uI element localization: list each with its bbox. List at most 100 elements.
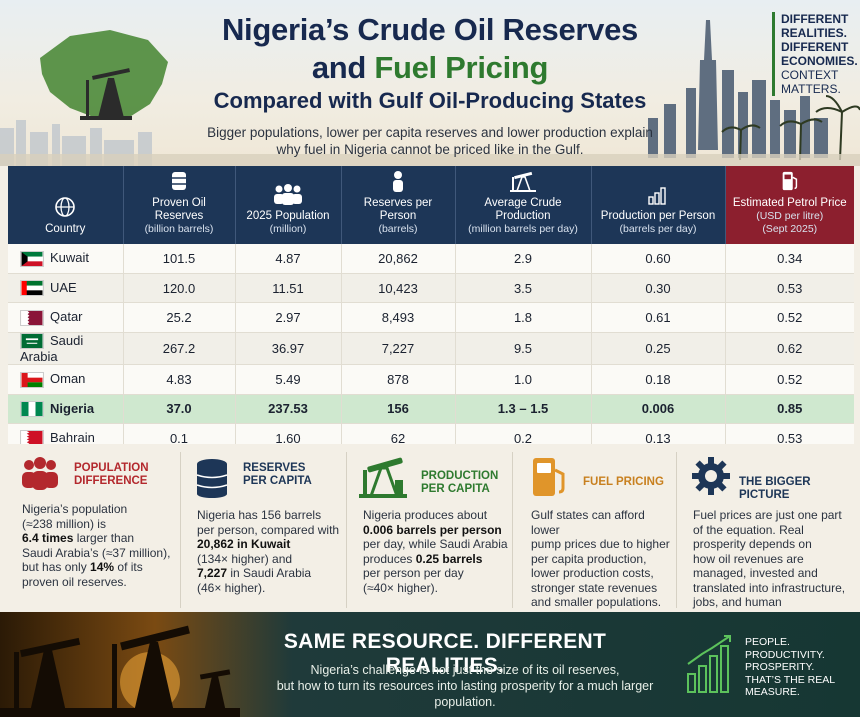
pumpjack-icon xyxy=(510,171,536,192)
table-row-nigeria: Nigeria 37.0 237.53 156 1.3 – 1.5 0.006 … xyxy=(8,394,854,425)
tagline: DIFFERENT REALITIES. DIFFERENT ECONOMIES… xyxy=(772,12,858,96)
country-name: Bahrain xyxy=(50,429,95,445)
country-name: Oman xyxy=(50,371,86,387)
country-cell: Qatar xyxy=(8,302,124,333)
header-label: Country xyxy=(45,223,86,235)
price-cell: 0.52 xyxy=(725,302,854,333)
panel-text-line: translated into infrastructure, xyxy=(693,580,846,595)
country-cell: Saudi Arabia xyxy=(8,332,124,366)
highlight-text: 6.4 times xyxy=(22,531,74,545)
panel-title-line: FUEL PRICING xyxy=(583,476,664,488)
gear-icon xyxy=(692,457,730,495)
panel-title-line: RESERVES xyxy=(243,462,306,474)
panel-title-line: POPULATION xyxy=(74,462,149,474)
population-cell: 237.53 xyxy=(235,394,342,425)
panel-text-line: Nigeria has 156 barrels xyxy=(197,508,322,522)
barrels-icon xyxy=(172,172,186,190)
panel-text-line: but has only 14% of its xyxy=(22,560,182,575)
footer-slogan: PEOPLE. PRODUCTIVITY. PROSPERITY. THAT’S… xyxy=(745,636,855,699)
production-cell: 1.0 xyxy=(455,364,592,395)
header-background xyxy=(0,20,860,166)
header-unit: (million) xyxy=(269,223,307,235)
barrels-icon xyxy=(196,459,228,498)
panel-text-line: Nigeria produces about xyxy=(363,508,488,522)
panel-text-line: Gulf states can afford lower xyxy=(531,508,645,537)
header-reserves-per-person: Reserves per Person (barrels) xyxy=(341,166,456,244)
panel-text-line: produces 0.25 barrels xyxy=(363,552,513,567)
tagline-line: MATTERS. xyxy=(781,82,841,96)
header-label: 2025 Population xyxy=(246,210,330,222)
pumpjack-icon xyxy=(80,68,132,120)
panel-text-span: of its xyxy=(114,560,143,574)
panel-text-line: 0.006 barrels per person xyxy=(363,523,513,538)
table-header-row: Country Proven Oil Reserves (billion bar… xyxy=(8,166,854,244)
panel-text: Fuel prices are just one part of the equ… xyxy=(693,508,857,624)
tagline-line: CONTEXT xyxy=(781,68,839,82)
panel-text-span: larger than xyxy=(73,531,135,545)
panel-title: THE BIGGER PICTURE xyxy=(739,476,856,502)
panel-text: Gulf states can afford lower pump prices… xyxy=(531,508,673,610)
per-person-cell: 156 xyxy=(341,394,456,425)
comparison-table: Country Proven Oil Reserves (billion bar… xyxy=(8,166,854,454)
production-cell: 1.8 xyxy=(455,302,592,333)
tagline-line: DIFFERENT xyxy=(781,40,849,54)
slogan-line: PEOPLE. xyxy=(745,636,790,648)
panel-title: FUEL PRICING xyxy=(583,476,664,489)
footer-title: SAME RESOURCE. DIFFERENT REALITIES. xyxy=(283,630,607,677)
header-label: Production per Person xyxy=(600,210,716,222)
population-cell: 2.97 xyxy=(235,302,342,333)
per-person-cell: 8,493 xyxy=(341,302,456,333)
panel-title-line: DIFFERENCE xyxy=(74,475,148,487)
reserves-cell: 25.2 xyxy=(123,302,236,333)
production-cell: 9.5 xyxy=(455,332,592,366)
header-population: 2025 Population (million) xyxy=(235,166,342,244)
panel-text-line: and smaller populations. xyxy=(531,595,662,609)
panel-population-difference: POPULATION DIFFERENCE Nigeria’s populati… xyxy=(14,452,174,608)
population-cell: 4.87 xyxy=(235,244,342,274)
panel-title-line: THE BIGGER PICTURE xyxy=(739,476,811,501)
price-cell: 0.62 xyxy=(725,332,854,366)
price-cell: 0.85 xyxy=(725,394,854,425)
header-unit: (million barrels per day) xyxy=(468,223,578,235)
footer-banner: SAME RESOURCE. DIFFERENT REALITIES. Nige… xyxy=(0,612,860,717)
population-cell: 36.97 xyxy=(235,332,342,366)
fuel-pump-icon xyxy=(533,458,565,496)
reserves-cell: 101.5 xyxy=(123,244,236,274)
panel-text-line: per day, while Saudi Arabia xyxy=(363,537,508,551)
panel-title: POPULATION DIFFERENCE xyxy=(74,462,149,488)
population-cell: 11.51 xyxy=(235,273,342,304)
panel-title: PRODUCTION PER CAPITA xyxy=(421,470,498,496)
panel-text-line: 6.4 times larger than xyxy=(22,531,182,546)
country-cell: Kuwait xyxy=(8,244,124,274)
person-icon xyxy=(393,171,403,192)
panel-text-line: per capita production, xyxy=(531,551,647,566)
page-title-line2: and Fuel Pricing xyxy=(140,50,720,86)
title-and: and xyxy=(311,50,375,85)
panel-text-line: (≈238 million) is xyxy=(22,516,106,531)
population-cell: 5.49 xyxy=(235,364,342,395)
country-name: UAE xyxy=(50,279,77,295)
tagline-line: DIFFERENT xyxy=(781,12,849,26)
prod-per-person-cell: 0.006 xyxy=(591,394,726,425)
saudi-arabia-flag-icon xyxy=(20,333,44,350)
footer-text: Nigeria’s challenge is not just the size… xyxy=(250,662,680,710)
table-row-qatar: Qatar 25.2 2.97 8,493 1.8 0.61 0.52 xyxy=(8,302,854,333)
header-production: Average Crude Production (million barrel… xyxy=(455,166,592,244)
panel-text: Nigeria has 156 barrels per person, comp… xyxy=(197,508,347,595)
prod-per-person-cell: 0.30 xyxy=(591,273,726,304)
tagline-line: ECONOMIES. xyxy=(781,54,858,68)
production-cell: 3.5 xyxy=(455,273,592,304)
nigeria-flag-icon xyxy=(20,401,44,418)
production-cell: 2.9 xyxy=(455,244,592,274)
country-name: Saudi Arabia xyxy=(20,332,84,365)
header-unit: (barrels) xyxy=(378,223,418,235)
panel-text-line: lower production costs, xyxy=(531,566,654,580)
page-title: Nigeria’s Crude Oil Reserves xyxy=(221,12,639,47)
header-label: Proven Oil Reserves xyxy=(152,197,206,222)
globe-icon xyxy=(55,197,76,217)
footer-text-line: Nigeria’s challenge is not just the size… xyxy=(310,663,620,677)
page-subtitle-heading: Compared with Gulf Oil-Producing States xyxy=(213,88,647,113)
header-unit: (USD per litre) xyxy=(756,210,824,222)
panel-fuel-pricing: FUEL PRICING Gulf states can afford lowe… xyxy=(512,452,673,610)
slogan-line: PROSPERITY. xyxy=(745,661,815,673)
